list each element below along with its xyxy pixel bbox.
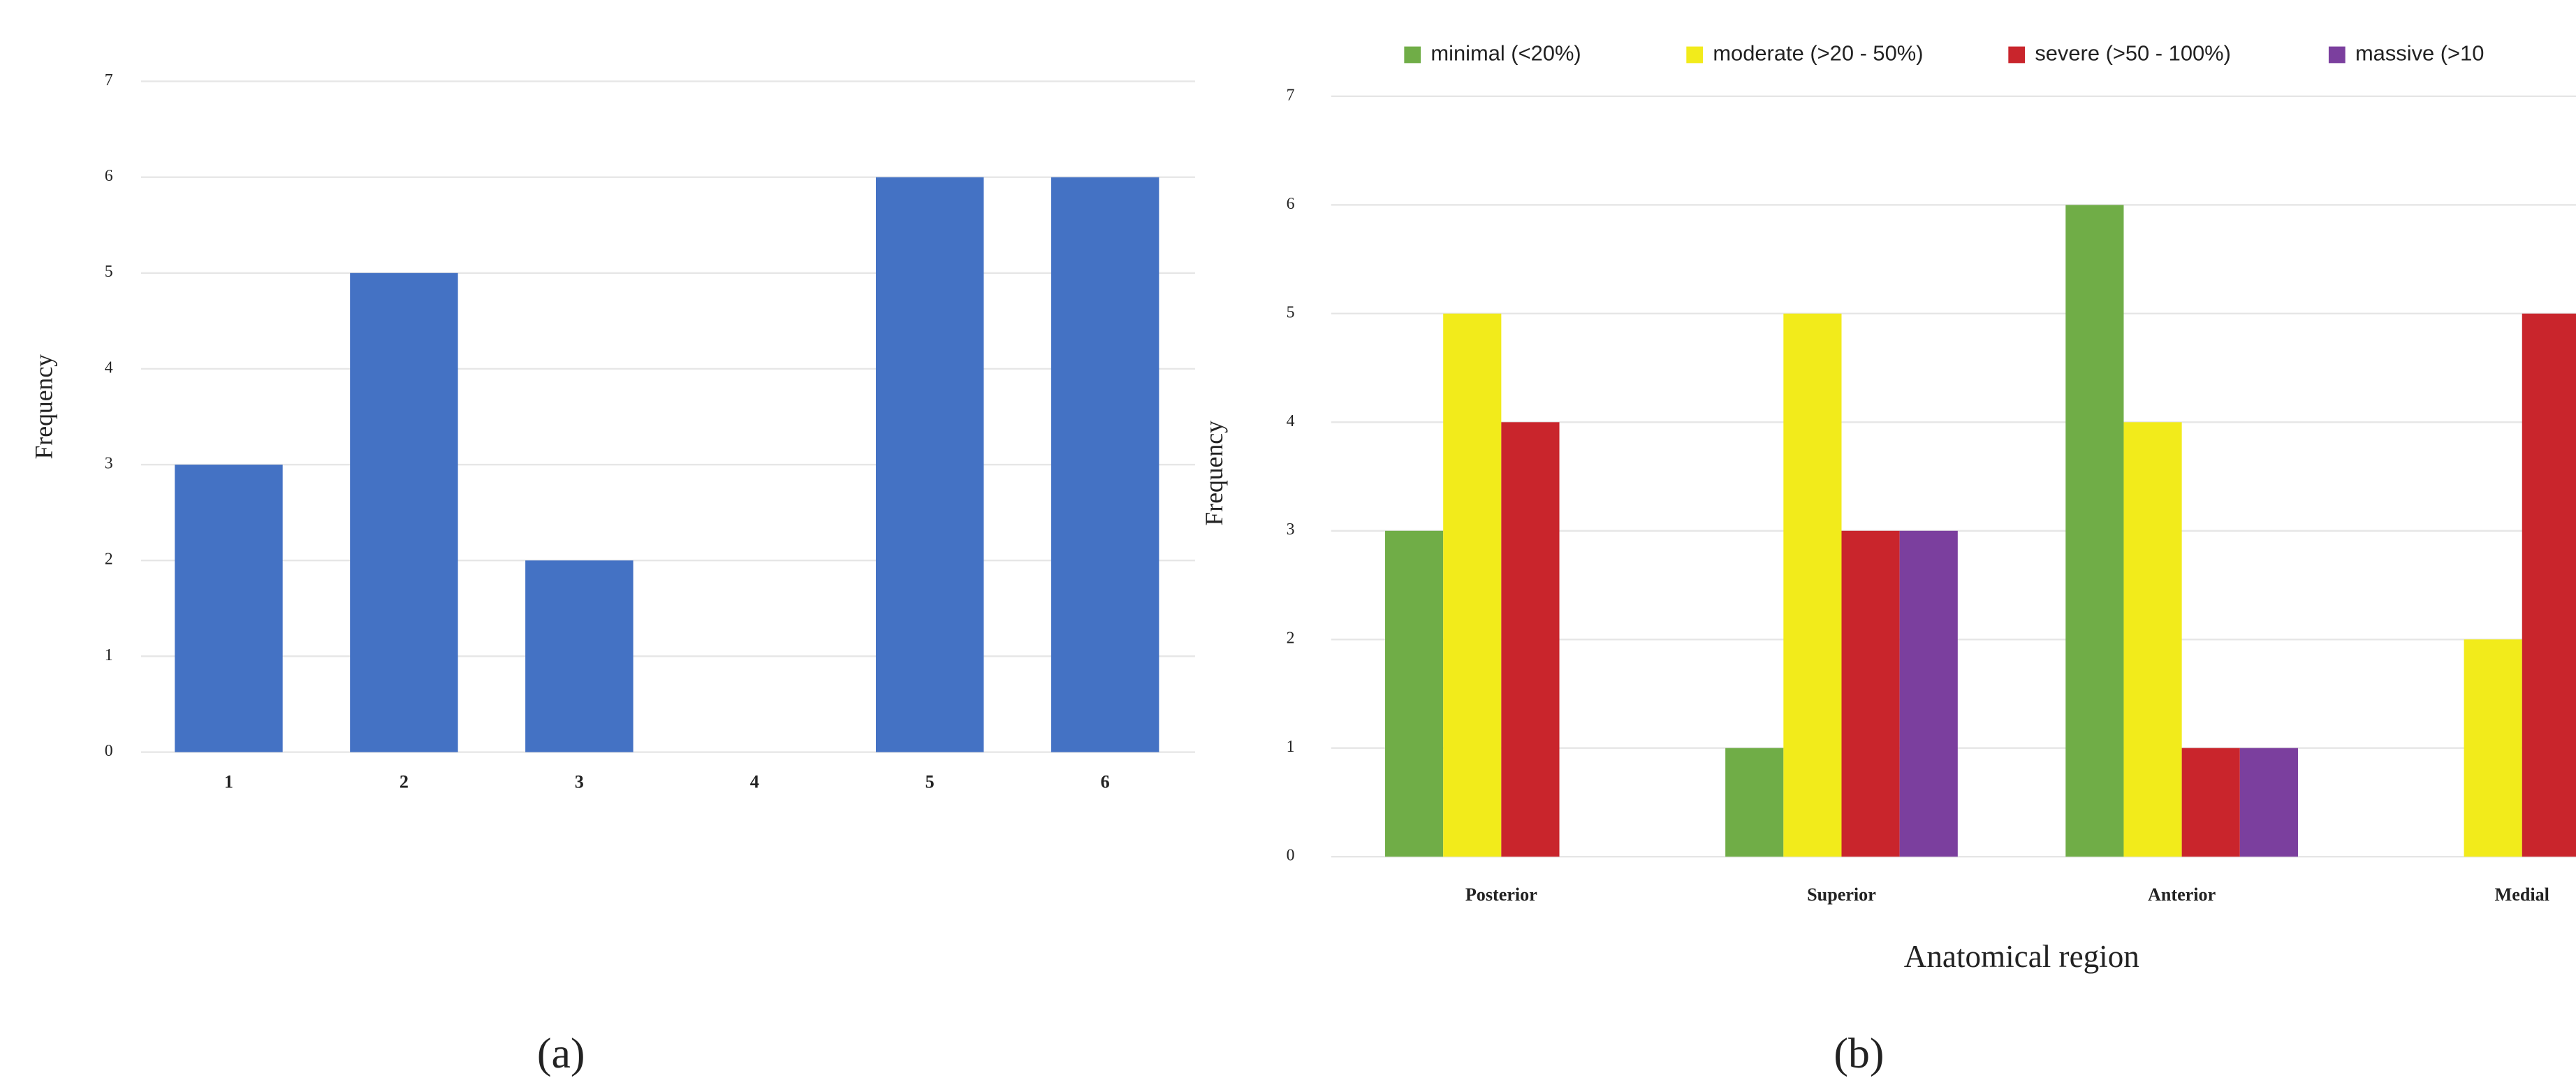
bar xyxy=(1899,530,1958,857)
y-tick-label: 3 xyxy=(1287,520,1295,539)
bar xyxy=(1443,313,1502,857)
bar xyxy=(1783,313,1842,857)
y-tick-label: 4 xyxy=(1287,412,1295,430)
caption: (b) xyxy=(1834,1030,1884,1077)
y-tick-label: 2 xyxy=(1287,629,1295,648)
bar xyxy=(2464,639,2522,857)
bar xyxy=(2065,205,2124,857)
x-tick-label: Anterior xyxy=(2148,884,2216,905)
x-tick-label: Posterior xyxy=(1465,884,1537,905)
y-tick-label: 3 xyxy=(105,455,113,473)
y-tick-label: 6 xyxy=(105,167,113,185)
y-tick-label: 6 xyxy=(1287,195,1295,213)
y-tick-label: 4 xyxy=(105,358,113,377)
x-tick-label: 2 xyxy=(400,772,409,792)
bar xyxy=(1725,748,1784,857)
legend-swatch xyxy=(2008,46,2026,64)
legend-swatch xyxy=(1686,46,1704,64)
legend-label: severe (>50 - 100%) xyxy=(2035,41,2231,66)
bar xyxy=(2522,313,2576,857)
x-tick-label: 5 xyxy=(925,772,935,792)
x-tick-label: 6 xyxy=(1101,772,1110,792)
y-tick-label: 0 xyxy=(1287,847,1295,865)
y-axis-label: Frequency xyxy=(1200,421,1228,526)
legend-swatch xyxy=(1404,46,1421,64)
x-tick-label: 3 xyxy=(575,772,584,792)
caption: (a) xyxy=(537,1030,585,1077)
legend-label: minimal (<20%) xyxy=(1430,41,1581,66)
x-tick-label: 4 xyxy=(750,772,759,792)
bar xyxy=(1841,530,1900,857)
bar xyxy=(1385,530,1444,857)
bar xyxy=(2239,748,2298,857)
y-tick-label: 5 xyxy=(1287,303,1295,321)
x-tick-label: 1 xyxy=(224,772,233,792)
y-tick-label: 2 xyxy=(105,551,113,569)
bar xyxy=(350,272,458,752)
x-tick-label: Superior xyxy=(1807,884,1876,905)
y-tick-label: 0 xyxy=(105,742,113,760)
bar xyxy=(2123,422,2182,857)
y-tick-label: 5 xyxy=(105,263,113,281)
x-tick-label: Medial xyxy=(2495,884,2549,905)
legend-label: massive (>10 xyxy=(2355,41,2484,66)
legend-swatch xyxy=(2328,46,2346,64)
x-axis-label: Anatomical region xyxy=(1904,939,2139,974)
y-axis-label: Frequency xyxy=(30,354,58,460)
bar xyxy=(175,465,283,752)
bar xyxy=(525,560,634,752)
bar xyxy=(1051,177,1159,752)
bar xyxy=(1501,422,1560,857)
y-tick-label: 7 xyxy=(105,71,113,89)
y-tick-label: 1 xyxy=(105,646,113,664)
y-tick-label: 7 xyxy=(1287,86,1295,104)
bar xyxy=(875,177,984,752)
legend-label: moderate (>20 - 50%) xyxy=(1713,41,1923,66)
bar xyxy=(2181,748,2240,857)
y-tick-label: 1 xyxy=(1287,738,1295,756)
